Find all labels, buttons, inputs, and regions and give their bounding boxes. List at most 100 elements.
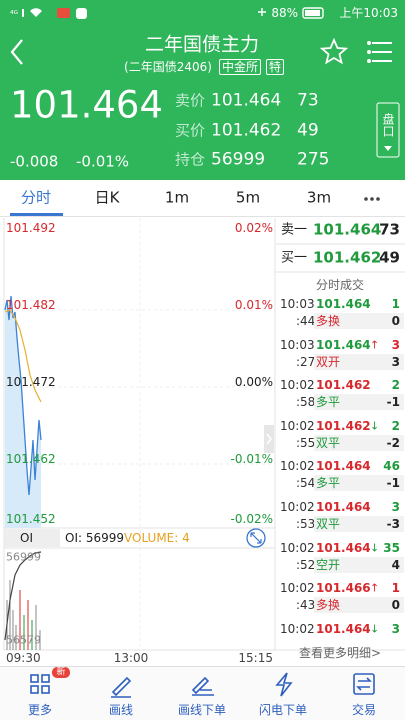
nav-item[interactable]: 画线下单 [177,703,227,717]
back-button[interactable] [10,39,23,65]
quote-label: 卖价 [175,91,206,110]
trade-time: 10:02 [280,621,315,636]
nav-item[interactable]: 交易 [351,703,377,717]
battery-icon [302,7,324,19]
favorite-button[interactable] [319,37,349,65]
nav-item[interactable]: 更多 [27,703,53,717]
book-price: 101.462 [313,248,382,267]
header-background [0,0,405,180]
oi-tag [4,529,60,547]
period-tab[interactable]: 3m [306,188,332,207]
quote-qty: 49 [297,120,319,140]
price-axis-label: 101.482 [6,298,56,312]
period-tab[interactable]: 5m [235,188,261,207]
pct-axis-label: -0.01% [230,452,273,466]
trade-price: 101.464 [316,621,371,636]
quote-price: 101.464 [211,90,282,111]
shield-icon [76,8,87,19]
trade-row-band [314,434,404,451]
trade-qty: 35 [383,540,400,555]
trade-qty: 1 [391,297,400,311]
average-line [4,309,42,403]
trade-oi-change: 3 [391,354,400,369]
trade-second: :44 [296,314,316,328]
trade-time: 10:02 [280,418,315,433]
menu-button[interactable] [367,41,392,63]
trade-price: 101.464 [316,540,371,555]
app-icon [57,8,70,18]
trade-row-band [314,475,404,492]
oi-tab: OI [20,531,33,545]
nav-badge [52,667,70,678]
wifi-icon [30,8,42,17]
price-change: -0.008 [10,152,59,171]
trade-arrow: ↓ [370,419,380,433]
price-change-pct: -0.01% [76,152,130,171]
side-handle-arrow [266,433,272,445]
quote-price: 56999 [211,149,266,170]
quote-qty: 73 [297,90,319,111]
trade-row-band [314,313,404,329]
trade-price: 101.462 [316,418,371,433]
expand-button[interactable] [246,528,266,548]
quote-label: 持仓 [175,150,206,169]
trade-second: :53 [296,517,316,531]
nav-item[interactable]: 画线 [108,703,134,717]
trade-second: :43 [296,598,316,613]
trade-arrow: ↓ [370,541,380,555]
trade-time: 10:03 [280,337,315,352]
price-line [4,295,42,496]
trade-qty: 3 [391,337,400,352]
trade-time: 10:02 [280,500,315,514]
book-label: 卖一 [281,222,308,238]
signal-bar [22,9,24,17]
tab-more[interactable] [364,197,380,201]
last-price: 101.464 [10,83,164,127]
period-tab[interactable]: 1m [164,188,190,207]
pct-axis-label: 0.01% [234,298,273,312]
pct-axis-label: -0.02% [230,512,273,526]
instrument-code: (二年国债2406) [124,60,212,74]
book-price: 101.464 [313,220,382,239]
period-tab[interactable]: 日K [94,188,120,207]
trade-qty: 3 [391,621,400,636]
trade-second: :54 [296,476,316,491]
trade-qty: 2 [391,378,400,393]
time-axis-label: 09:30 [6,651,41,665]
trade-oi-change: -2 [386,435,400,450]
clock: 上午10:03 [339,6,398,20]
trade-price: 101.462 [316,378,371,393]
chart-frame [3,218,405,651]
trade-time: 10:02 [280,459,315,474]
time-axis-label: 13:00 [113,651,149,665]
volume-bars [6,580,41,650]
period-tab[interactable]: 分时 [20,188,52,207]
handicap-button[interactable] [376,102,400,158]
volume-value: VOLUME: 4 [124,531,190,545]
handicap-label[interactable]: 盘口 [381,113,395,137]
price-axis-label: 101.492 [6,221,56,235]
nav-item[interactable]: 闪电下单 [258,703,308,717]
oi-line [4,551,42,641]
trade-price: 101.464 [316,500,371,514]
side-handle[interactable] [264,425,274,453]
trade-type: 双开 [316,354,341,369]
trade-row-band [314,597,404,614]
chart-divider [0,216,405,217]
more-trades-link[interactable]: 查看更多明细> [298,646,382,660]
tab-underline [10,213,63,216]
trades-title: 分时成交 [315,278,365,292]
trade-arrow: ↑ [370,581,380,595]
trade-arrow: ↑ [370,338,380,352]
trade-time: 10:03 [280,297,315,311]
exchange-tag: 特 [265,59,285,75]
nav-badge-text: 新 [56,667,66,678]
trade-price: 101.464 [316,337,371,352]
trade-time: 10:02 [280,581,315,596]
trade-type: 多换 [316,314,341,328]
trade-type: 空开 [316,557,341,572]
quote-label: 买价 [175,121,206,139]
trade-qty: 46 [383,459,400,474]
